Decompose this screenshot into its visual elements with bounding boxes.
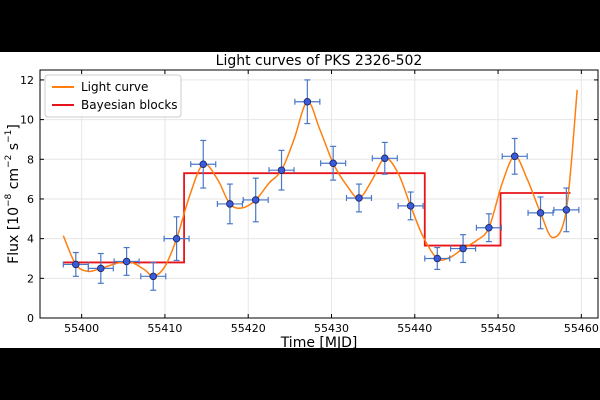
chart-title: Light curves of PKS 2326-502 [216, 53, 423, 69]
y-axis-title-part: Flux [10 [6, 207, 22, 264]
data-point [149, 272, 158, 281]
data-point [303, 97, 312, 106]
data-points-layer [72, 97, 571, 281]
legend: Light curve Bayesian blocks [44, 74, 182, 118]
data-point [97, 264, 105, 273]
y-tick-label: 2 [27, 272, 34, 285]
data-point [355, 194, 363, 202]
data-point [406, 202, 415, 210]
y-tick-label: 0 [27, 312, 34, 325]
bayesian-blocks-layer [63, 172, 571, 264]
data-point [536, 209, 545, 217]
x-tick-label: 55440 [397, 322, 432, 335]
data-point [485, 223, 493, 232]
y-axis-title-exp: −1 [4, 130, 14, 143]
plot-frame [39, 69, 599, 319]
y-tick-label: 4 [27, 233, 34, 246]
y-axis-title-exp: −8 [4, 193, 14, 207]
data-point [510, 152, 519, 161]
legend-box [44, 74, 182, 118]
x-axis-title: Time [MJD] [280, 335, 358, 348]
y-axis-title-part: ] [6, 124, 22, 129]
x-tick-label: 55430 [314, 322, 349, 335]
light-curve-layer [62, 89, 578, 278]
bayesian-blocks-series [63, 172, 571, 264]
light-curve-chart: 55400 55410 55420 55430 55440 55450 55460 0 2 4 6 8… [4, 53, 599, 348]
data-point [122, 257, 131, 266]
data-point [562, 206, 571, 214]
y-tick-label: 6 [27, 193, 34, 206]
data-point [381, 154, 389, 163]
y-axis-title: Flux [10−8 cm−2 s−1] [4, 124, 23, 264]
y-axis-title-exp: −2 [4, 155, 14, 168]
legend-label-light-curve: Light curve [81, 80, 148, 94]
grid-layer [40, 70, 598, 319]
y-tick-label: 10 [20, 114, 34, 127]
data-point [329, 159, 337, 167]
x-tick-label: 55450 [481, 322, 516, 335]
x-tick-label: 55460 [564, 322, 599, 335]
x-tick-label: 55410 [147, 322, 182, 335]
ticks-layer: 55400 55410 55420 55430 55440 55450 55460 0 2 4 6 8… [20, 70, 599, 335]
data-point [199, 160, 207, 168]
data-point [251, 196, 260, 204]
x-tick-label: 55400 [64, 322, 99, 335]
data-point [72, 260, 80, 269]
data-point [226, 200, 234, 208]
chart-figure: 55400 55410 55420 55430 55440 55450 55460 0 2 4 6 8… [0, 52, 600, 348]
data-point [459, 244, 467, 253]
light-curve-series [62, 89, 578, 278]
y-tick-label: 8 [27, 153, 34, 166]
data-point [172, 234, 181, 243]
legend-label-bayesian-blocks: Bayesian blocks [81, 98, 178, 112]
data-point [433, 254, 442, 263]
y-axis-title-part: s [6, 143, 22, 155]
y-tick-label: 12 [20, 74, 34, 87]
data-point [277, 166, 286, 174]
x-tick-label: 55420 [231, 322, 266, 335]
y-axis-title-part: cm [6, 168, 22, 194]
